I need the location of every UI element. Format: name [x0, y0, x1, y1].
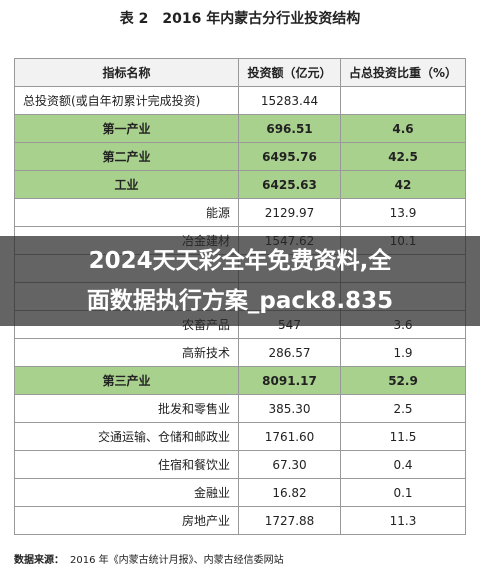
footer-text: 2016 年《内蒙古统计月报》、内蒙古经信委网站: [70, 555, 284, 566]
banner-line: 面数据执行方案_pack8.835: [86, 288, 394, 314]
table-cell: 8091.17: [238, 366, 341, 395]
table-cell: 总投资额(或自年初累计完成投资): [14, 86, 239, 115]
table-cell: 1.9: [340, 338, 466, 367]
title: 表 2 2016 年内蒙古分行业投资结构: [119, 11, 361, 27]
header-cell: 占总投资比重（%）: [340, 58, 466, 87]
header-row: 指标名称 投资额（亿元） 占总投资比重（%）: [14, 58, 466, 87]
table-row: 住宿和餐饮业 67.30 0.4: [14, 450, 466, 479]
header-cell: 指标名称: [14, 58, 239, 87]
table-row: 第二产业 6495.76 42.5: [14, 142, 466, 171]
header-cell: 投资额（亿元）: [238, 58, 341, 87]
table-row: 能源 2129.97 13.9: [14, 198, 466, 227]
table-cell: 52.9: [340, 366, 466, 395]
footer: 数据来源： 2016 年《内蒙古统计月报》、内蒙古经信委网站: [14, 551, 284, 566]
table-cell: 住宿和餐饮业: [14, 450, 239, 479]
table-cell: 0.1: [340, 478, 466, 507]
footer-label: 数据来源：: [14, 555, 64, 566]
table-cell: 高新技术: [14, 338, 239, 367]
table-row: 总投资额(或自年初累计完成投资) 15283.44: [14, 86, 466, 115]
table-cell: 286.57: [238, 338, 341, 367]
table-row: 交通运输、仓储和邮政业 1761.60 11.5: [14, 422, 466, 451]
table-cell: [340, 86, 466, 115]
table-cell: 能源: [14, 198, 239, 227]
table-cell: 6425.63: [238, 170, 341, 199]
table-cell: 696.51: [238, 114, 341, 143]
table-cell: 工业: [14, 170, 239, 199]
table-cell: 第二产业: [14, 142, 239, 171]
table-row: 批发和零售业 385.30 2.5: [14, 394, 466, 423]
table-cell: 67.30: [238, 450, 341, 479]
table-cell: 42.5: [340, 142, 466, 171]
table-cell: 4.6: [340, 114, 466, 143]
table-cell: 2.5: [340, 394, 466, 423]
banner: 2024天天彩全年免费资料,全 面数据执行方案_pack8.835: [0, 236, 480, 326]
table-cell: 385.30: [238, 394, 341, 423]
table-cell: 第一产业: [14, 114, 239, 143]
table-row: 第一产业 696.51 4.6: [14, 114, 466, 143]
table-row: 第三产业 8091.17 52.9: [14, 366, 466, 395]
table-cell: 11.3: [340, 506, 466, 535]
banner-line: 2024天天彩全年免费资料,全: [88, 248, 392, 274]
table-cell: 金融业: [14, 478, 239, 507]
table-cell: 1727.88: [238, 506, 341, 535]
table-cell: 15283.44: [238, 86, 341, 115]
table-row: 高新技术 286.57 1.9: [14, 338, 466, 367]
table-row: 房地产业 1727.88 11.3: [14, 506, 466, 535]
table-cell: 2129.97: [238, 198, 341, 227]
table-cell: 6495.76: [238, 142, 341, 171]
table-cell: 交通运输、仓储和邮政业: [14, 422, 239, 451]
table-cell: 13.9: [340, 198, 466, 227]
table-cell: 1761.60: [238, 422, 341, 451]
table-row: 金融业 16.82 0.1: [14, 478, 466, 507]
table-cell: 0.4: [340, 450, 466, 479]
table-row: 工业 6425.63 42: [14, 170, 466, 199]
table-cell: 11.5: [340, 422, 466, 451]
table-cell: 房地产业: [14, 506, 239, 535]
table-cell: 第三产业: [14, 366, 239, 395]
table-cell: 批发和零售业: [14, 394, 239, 423]
table-cell: 42: [340, 170, 466, 199]
table-cell: 16.82: [238, 478, 341, 507]
